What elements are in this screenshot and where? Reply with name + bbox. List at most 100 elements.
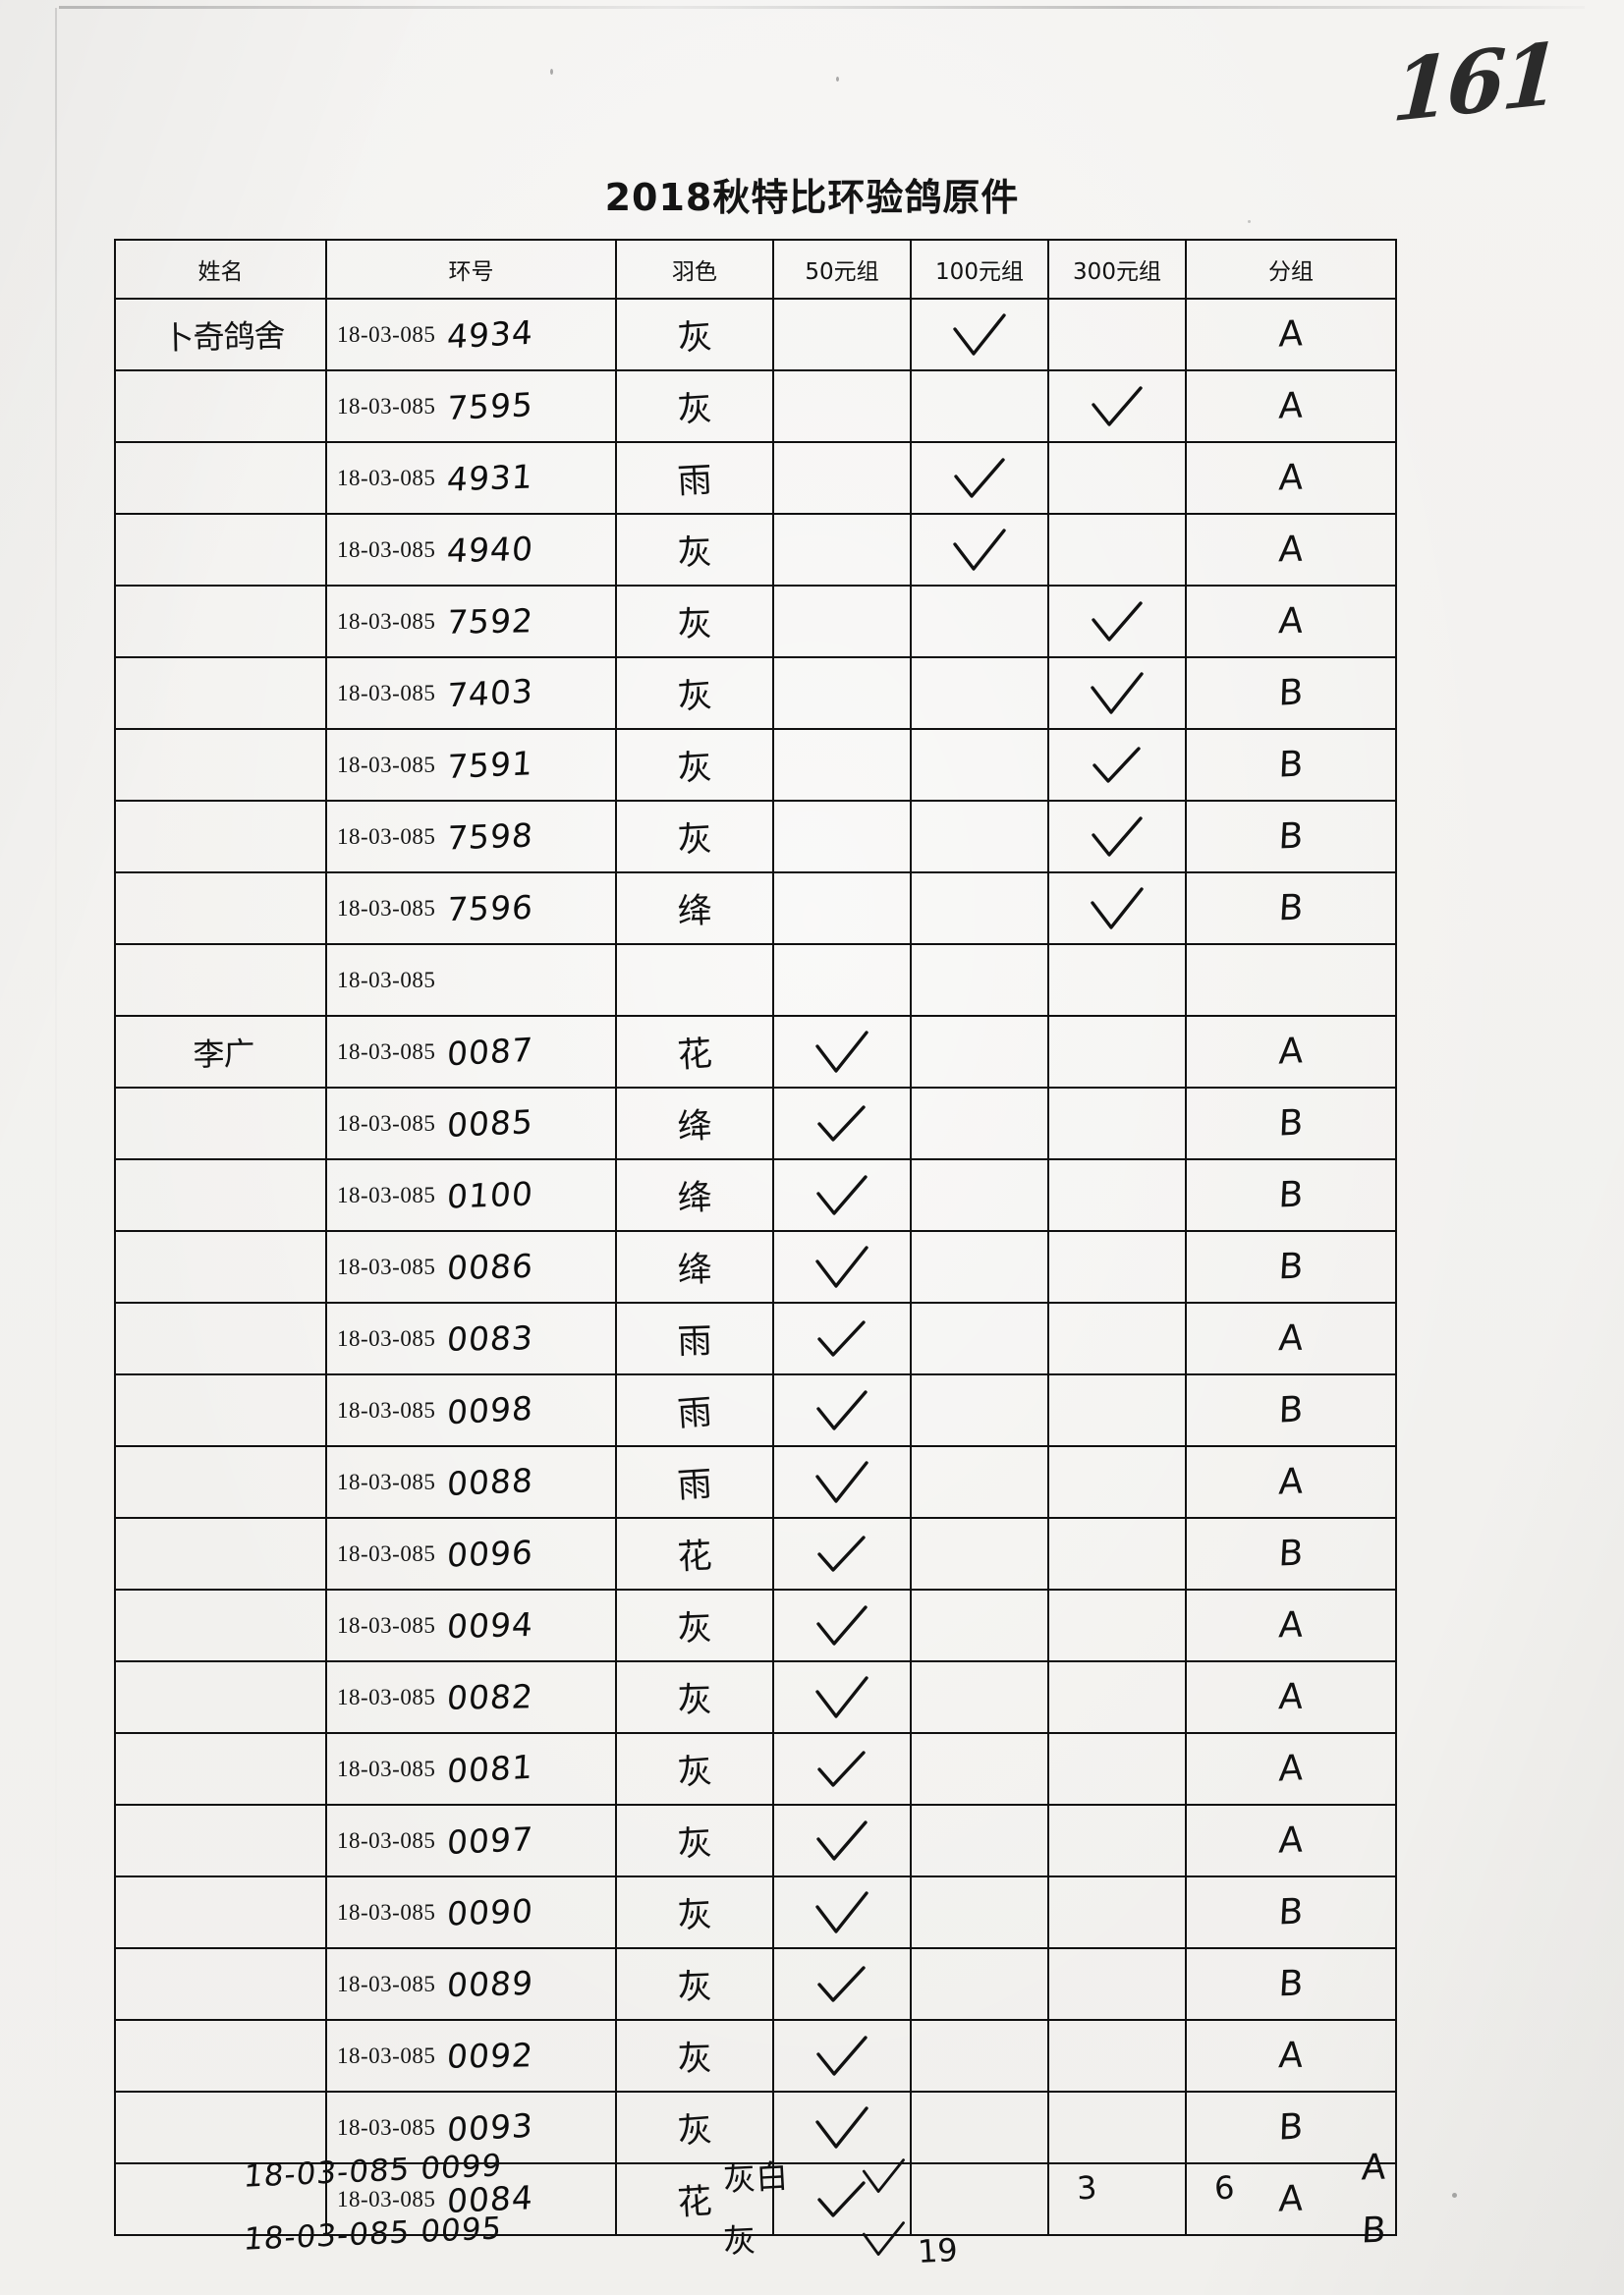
cell-group-300 — [1047, 441, 1187, 515]
cell-group-300 — [1047, 369, 1187, 443]
cell-owner-name — [114, 513, 327, 587]
ring-prefix-text: 18-03-085 — [337, 1038, 436, 1064]
cell-group-300 — [1047, 298, 1187, 371]
cell-group-300 — [1047, 2162, 1187, 2236]
cell-owner-name: 卜奇鸽舍 — [114, 298, 327, 371]
cell-ring-number: 18-03-085 4931 — [325, 441, 617, 515]
cell-group-300 — [1047, 1015, 1187, 1089]
cell-group-300 — [1047, 1804, 1187, 1877]
ring-prefix-text: 18-03-085 — [337, 1325, 436, 1351]
ring-suffix-text: 0090 — [445, 1891, 535, 1933]
cell-grouping: A — [1185, 298, 1397, 371]
table-row: 18-03-085 0094 灰 A — [114, 1589, 1397, 1662]
grouping-text: A — [1277, 600, 1305, 643]
table-row: 18-03-085 0092 灰 A — [114, 2019, 1397, 2093]
ring-suffix-text: 0094 — [445, 1604, 535, 1647]
ring-suffix-text: 0097 — [446, 1819, 535, 1862]
checkmark-icon — [952, 312, 1007, 357]
cell-owner-name — [114, 1517, 327, 1591]
table-row: 18-03-085 0088 雨 A — [114, 1445, 1397, 1519]
ring-suffix-text: 0100 — [445, 1174, 535, 1216]
cell-grouping: A — [1185, 585, 1397, 658]
checkmark-icon — [952, 528, 1007, 572]
ring-suffix-text: 4940 — [445, 529, 535, 571]
table-row: 18-03-085 0081 灰 A — [114, 1732, 1397, 1806]
ring-suffix-text: 0082 — [445, 1677, 536, 1717]
cell-ring-number: 18-03-085 7598 — [325, 800, 617, 873]
ring-suffix-text: 7591 — [446, 744, 535, 786]
feather-color-text: 雨 — [676, 1392, 714, 1435]
cell-grouping: B — [1185, 871, 1397, 945]
ring-suffix-text: 7595 — [446, 385, 535, 427]
table-body: 卜奇鸽舍 18-03-085 4934 灰 A 18-03-085 7595 灰 A 18-03-… — [114, 298, 1397, 2236]
grouping-text: B — [1277, 1174, 1305, 1216]
checkmark-icon — [814, 1604, 869, 1648]
note-checkmark — [861, 2157, 906, 2195]
feather-color-text: 绛 — [676, 1105, 713, 1148]
note-grouping: B — [1360, 2210, 1387, 2252]
cell-grouping: B — [1185, 728, 1397, 802]
cell-group-50 — [772, 656, 912, 730]
table-row: 18-03-085 0098 雨 B — [114, 1373, 1397, 1447]
feather-color-text: 灰 — [676, 1967, 713, 2008]
checkmark-icon — [814, 1389, 869, 1432]
cell-owner-name — [114, 1087, 327, 1160]
cell-group-50 — [772, 1732, 912, 1806]
cell-group-100 — [910, 1589, 1049, 1662]
cell-feather-color: 灰 — [615, 1947, 774, 2021]
grouping-text: B — [1277, 2106, 1305, 2149]
cell-group-50 — [772, 800, 912, 873]
cell-group-300 — [1047, 513, 1187, 587]
ring-prefix-text: 18-03-085 — [337, 2043, 436, 2068]
cell-group-100 — [910, 513, 1049, 587]
grouping-text: B — [1277, 1891, 1305, 1933]
checkmark-icon — [952, 457, 1007, 500]
note-count-100: 3 — [1076, 2168, 1098, 2208]
cell-ring-number: 18-03-085 4934 — [325, 298, 617, 371]
table-header: 姓名 环号 羽色 50元组 100元组 300元组 分组 — [114, 239, 1397, 300]
cell-group-50 — [772, 1087, 912, 1160]
grouping-text: B — [1277, 887, 1305, 929]
cell-grouping: A — [1185, 369, 1397, 443]
ring-prefix-text: 18-03-085 — [337, 823, 436, 849]
checkmark-icon — [1090, 671, 1145, 715]
ring-suffix-text: 0089 — [445, 1963, 535, 2005]
cell-group-100 — [910, 1517, 1049, 1591]
checkmark-icon — [814, 1317, 869, 1361]
cell-feather-color: 灰 — [615, 2091, 774, 2164]
cell-group-50 — [772, 1589, 912, 1662]
column-header-ring: 环号 — [325, 239, 617, 300]
cell-owner-name — [114, 1804, 327, 1877]
table-row: 18-03-085 0086 绛 B — [114, 1230, 1397, 1304]
pigeon-ring-table: 姓名 环号 羽色 50元组 100元组 300元组 分组 卜奇鸽舍 18-03-0… — [114, 239, 1397, 2236]
ring-prefix-text: 18-03-085 — [337, 1469, 436, 1494]
ring-suffix-text: 7596 — [445, 887, 535, 929]
feather-color-text: 灰 — [676, 2039, 713, 2080]
feather-color-text: 灰 — [676, 1608, 713, 1650]
cell-owner-name — [114, 871, 327, 945]
feather-color-text: 灰 — [676, 747, 713, 790]
cell-owner-name — [114, 369, 327, 443]
cell-group-100 — [910, 2162, 1049, 2236]
cell-feather-color: 灰 — [615, 800, 774, 873]
cell-group-50 — [772, 1875, 912, 1949]
cell-owner-name — [114, 1373, 327, 1447]
note-feather-color: 灰 — [722, 2220, 757, 2261]
ring-suffix-text: 7592 — [445, 601, 536, 642]
cell-group-100 — [910, 943, 1049, 1017]
cell-group-100 — [910, 441, 1049, 515]
cell-group-50 — [772, 871, 912, 945]
table-row: 18-03-085 0082 灰 A — [114, 1660, 1397, 1734]
ring-prefix-text: 18-03-085 — [337, 1110, 436, 1136]
cell-owner-name — [114, 800, 327, 873]
cell-grouping: B — [1185, 2091, 1397, 2164]
ring-suffix-text: 0083 — [445, 1318, 536, 1359]
checkmark-icon — [1090, 815, 1145, 859]
cell-feather-color: 雨 — [615, 441, 774, 515]
cell-group-300 — [1047, 1087, 1187, 1160]
cell-group-50 — [772, 943, 912, 1017]
cell-group-300 — [1047, 1445, 1187, 1519]
ring-suffix-text: 7598 — [445, 815, 535, 858]
grouping-text: A — [1277, 1676, 1305, 1718]
handwritten-note-row: 18-03-085 0099 灰白 3 6 A — [114, 2148, 1489, 2214]
